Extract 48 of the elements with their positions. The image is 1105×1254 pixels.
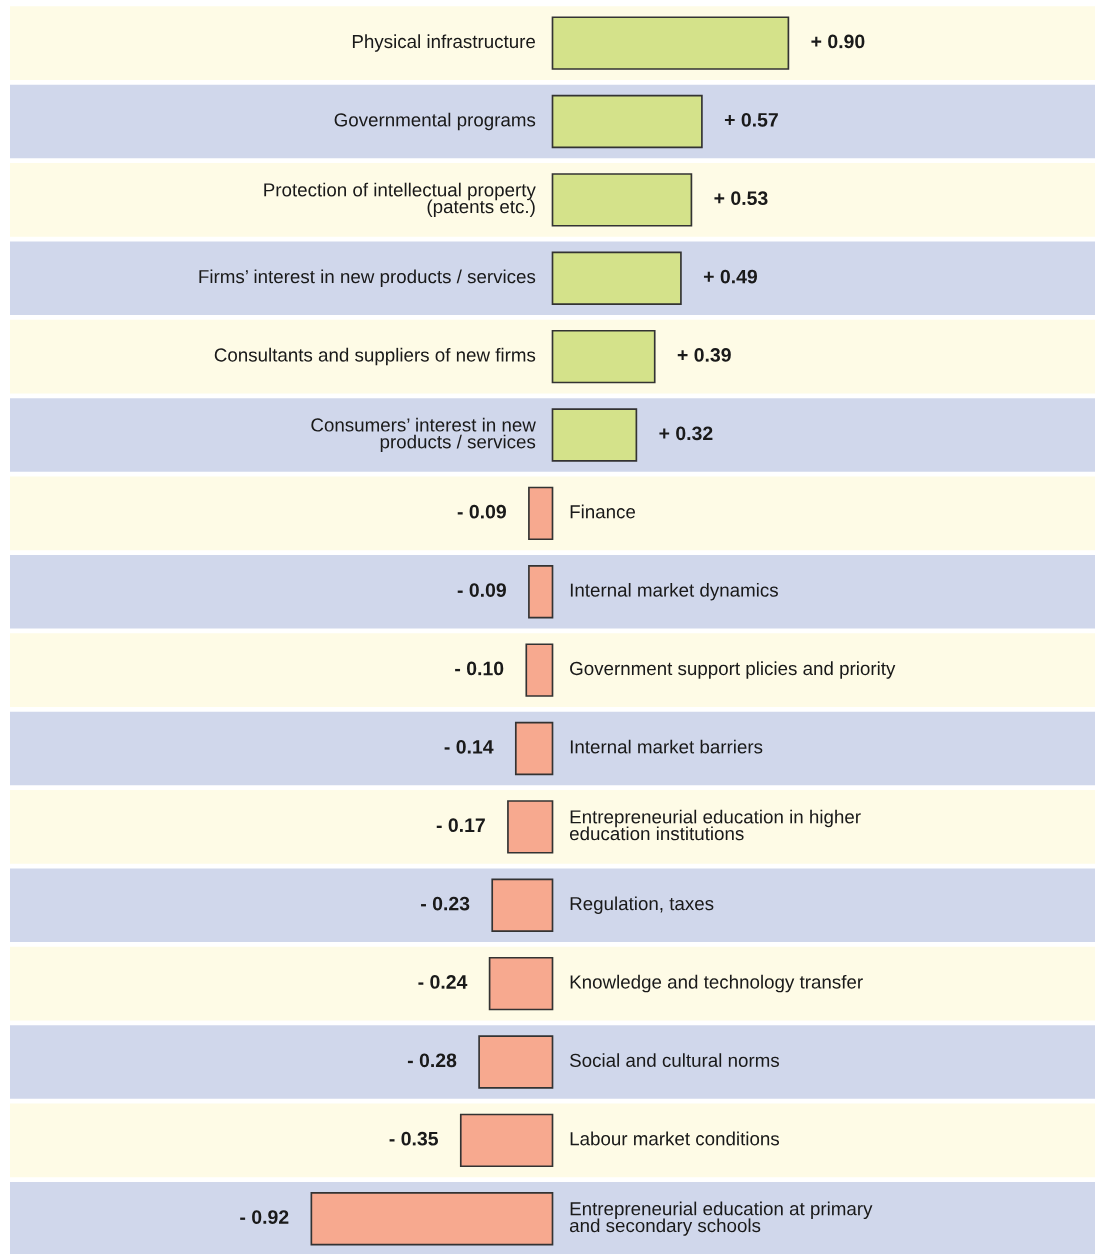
- data-label: + 0.57: [724, 112, 778, 127]
- data-label: + 0.90: [811, 34, 865, 49]
- data-label: - 0.10: [455, 661, 504, 676]
- data-label: - 0.92: [240, 1210, 289, 1224]
- y-tick-label: Internal market dynamics: [570, 582, 778, 601]
- y-tick-label: Finance: [570, 504, 636, 519]
- bar: [551, 16, 790, 70]
- bar: [551, 251, 682, 305]
- data-label: + 0.39: [677, 348, 731, 362]
- bar: [551, 408, 638, 462]
- bar: [507, 800, 554, 854]
- y-tick-label: Firms’ interest in new products / services: [199, 269, 536, 287]
- data-label: - 0.24: [418, 975, 468, 989]
- data-label: + 0.32: [659, 426, 713, 441]
- bar: [551, 94, 703, 149]
- y-tick-label: Social and cultural norms: [570, 1053, 780, 1068]
- bar: [551, 173, 693, 227]
- data-label: + 0.53: [714, 191, 768, 206]
- y-tick-label: Entrepreneurial education in higher education institutions: [569, 809, 861, 841]
- y-tick-label: Internal market barriers: [570, 739, 763, 754]
- bar: [528, 486, 554, 541]
- data-label: - 0.14: [444, 739, 494, 754]
- y-tick-label: Protection of intellectual property (patents etc.): [264, 182, 536, 217]
- y-tick-label: Entrepreneurial education at primary and secondary schools: [569, 1201, 873, 1236]
- data-label: - 0.23: [421, 896, 470, 911]
- data-label: - 0.17: [436, 818, 485, 833]
- y-tick-label: Government support plicies and priority: [570, 661, 896, 679]
- data-label: + 0.49: [703, 269, 758, 284]
- y-tick-label: Consultants and suppliers of new firms: [214, 347, 536, 366]
- bar: [528, 565, 554, 619]
- bar: [491, 878, 554, 932]
- data-label: - 0.28: [407, 1053, 457, 1068]
- bar: [525, 643, 554, 697]
- data-label: - 0.09: [457, 583, 506, 597]
- data-label: - 0.35: [389, 1131, 438, 1146]
- y-tick-label: Knowledge and technology transfer: [570, 974, 863, 993]
- data-label: - 0.09: [457, 504, 506, 519]
- y-tick-label: Regulation, taxes: [570, 896, 714, 914]
- y-tick-label: Governmental programs: [334, 112, 536, 131]
- bar: [478, 1035, 554, 1089]
- y-tick-label: Physical infrastructure: [352, 34, 536, 52]
- bar: [459, 1113, 554, 1168]
- bar: [310, 1192, 554, 1246]
- y-tick-label: Labour market conditions: [570, 1131, 780, 1146]
- bar: [488, 956, 554, 1011]
- bar: [551, 329, 656, 384]
- y-tick-label: Consumers’ interest in new products / services: [311, 417, 536, 453]
- bar: [514, 721, 554, 776]
